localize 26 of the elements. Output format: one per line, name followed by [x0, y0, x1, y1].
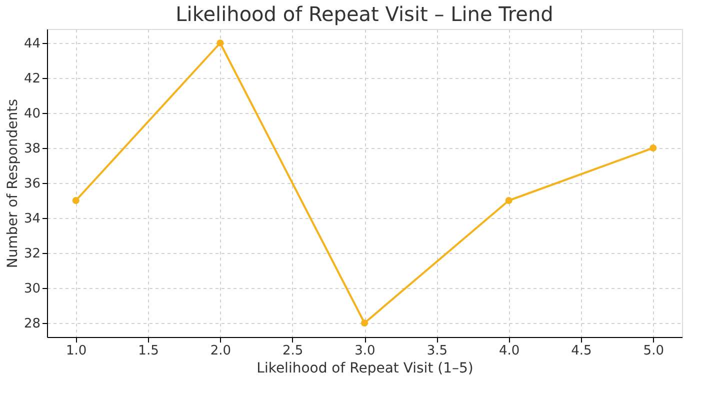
x-tick-label: 3.0: [354, 344, 376, 358]
x-tick-label: 4.5: [571, 344, 592, 358]
x-tick-label: 4.0: [498, 344, 520, 358]
y-tick-label: 28: [24, 316, 40, 332]
y-tick-label: 34: [24, 212, 40, 226]
y-tick-label: 36: [24, 176, 40, 192]
x-tick-label: 5.0: [643, 344, 664, 358]
point: [505, 196, 512, 204]
point: [360, 319, 368, 327]
x-tick-label: 2.0: [210, 344, 232, 358]
y-axis-title: Number of Respondents: [4, 98, 21, 268]
y-tick-label: 42: [24, 72, 40, 86]
x-axis-title: Likelihood of Repeat Visit (1–5): [256, 360, 474, 376]
y-tick-label: 40: [24, 106, 40, 122]
x-tick-label: 2.5: [282, 344, 304, 358]
y-tick-label: 38: [24, 142, 40, 156]
point: [216, 39, 224, 47]
chart-title: Likelihood of Repeat Visit – Line Trend: [176, 2, 554, 26]
x-tick-label: 1.5: [138, 344, 159, 358]
point: [72, 196, 80, 204]
y-tick-label: 44: [24, 36, 40, 52]
y-tick-label: 32: [24, 246, 40, 262]
y-tick-label: 30: [24, 282, 40, 296]
x-tick-label: 3.5: [426, 344, 448, 358]
point: [650, 144, 657, 152]
x-tick-label: 1.0: [66, 344, 87, 358]
